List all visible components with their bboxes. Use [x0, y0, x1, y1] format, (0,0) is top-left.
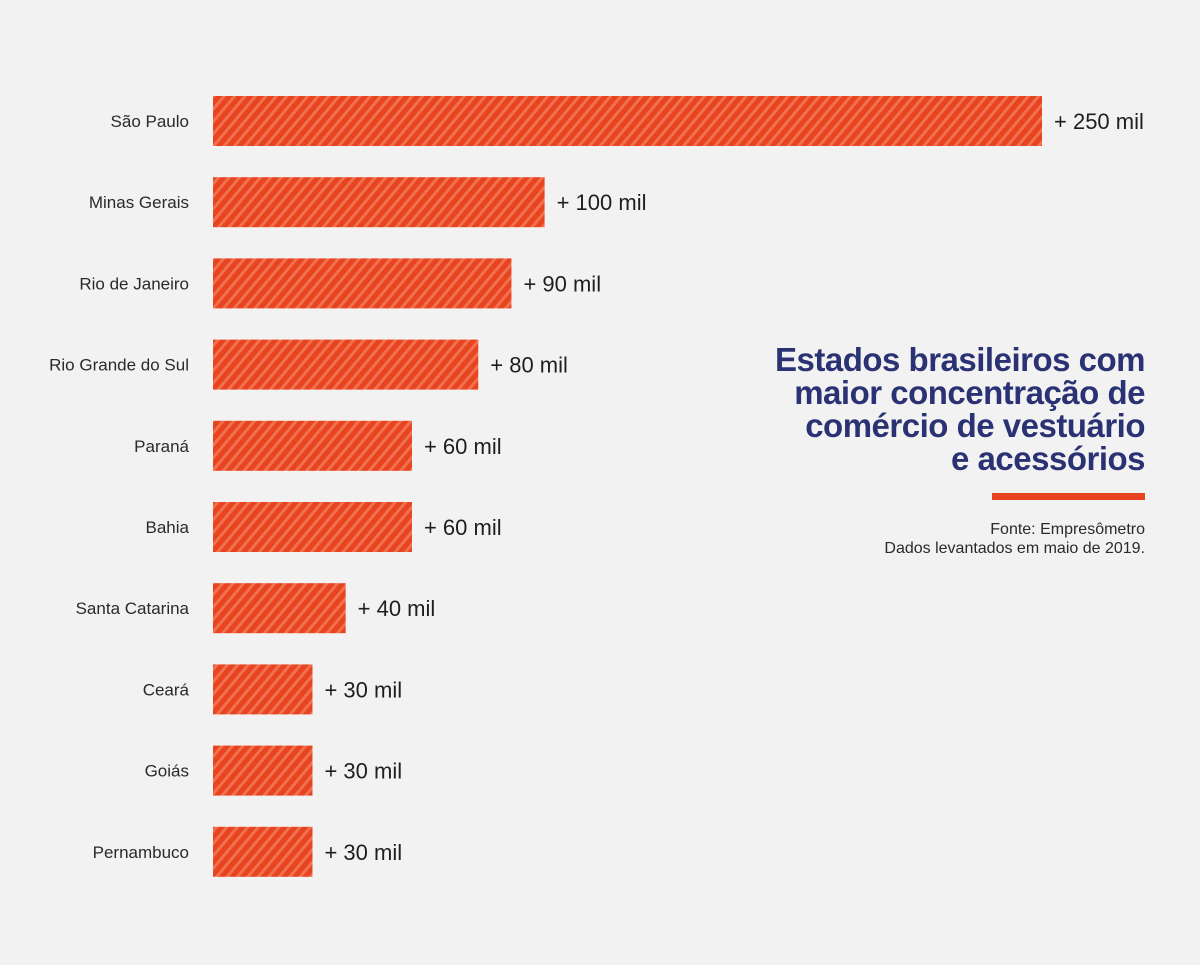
- bar: [213, 745, 313, 796]
- bar: [213, 96, 1042, 146]
- bar: [213, 502, 412, 552]
- value-label: + 100 mil: [557, 190, 647, 215]
- value-label: + 90 mil: [523, 271, 601, 296]
- bar: [213, 258, 512, 309]
- value-label: + 250 mil: [1054, 109, 1144, 134]
- source-line-2: Dados levantados em maio de 2019.: [884, 540, 1145, 558]
- value-label: + 30 mil: [324, 840, 402, 865]
- category-label: Santa Catarina: [76, 599, 190, 618]
- value-label: + 30 mil: [324, 677, 402, 702]
- bar: [213, 339, 479, 390]
- category-label: Rio de Janeiro: [79, 274, 189, 293]
- value-label: + 80 mil: [490, 353, 568, 378]
- category-label: Pernambuco: [93, 843, 189, 862]
- category-label: Paraná: [134, 437, 189, 456]
- bars-layer: [213, 96, 1042, 877]
- category-label: Goiás: [145, 762, 189, 781]
- category-label: Minas Gerais: [89, 193, 189, 212]
- category-label: Ceará: [143, 680, 190, 699]
- bar: [213, 664, 313, 715]
- value-label: + 40 mil: [358, 596, 436, 621]
- title-accent-rule: [992, 493, 1145, 500]
- bar: [213, 826, 313, 877]
- source-note: Fonte: Empresômetro Dados levantados em …: [685, 520, 1145, 558]
- bar: [213, 420, 412, 471]
- title-block: Estados brasileiros com maior concentraç…: [685, 343, 1145, 558]
- category-label: São Paulo: [111, 112, 189, 131]
- chart-title: Estados brasileiros com maior concentraç…: [775, 341, 1145, 477]
- category-label: Bahia: [146, 518, 190, 537]
- source-line-1: Fonte: Empresômetro: [990, 521, 1145, 538]
- value-label: + 60 mil: [424, 515, 502, 540]
- category-label: Rio Grande do Sul: [49, 356, 189, 375]
- bar: [213, 583, 346, 634]
- bar: [213, 177, 545, 228]
- value-label: + 30 mil: [324, 759, 402, 784]
- value-label: + 60 mil: [424, 434, 502, 459]
- labels-layer: São Paulo + 250 mil Minas Gerais + 100 mil R…: [49, 109, 1144, 865]
